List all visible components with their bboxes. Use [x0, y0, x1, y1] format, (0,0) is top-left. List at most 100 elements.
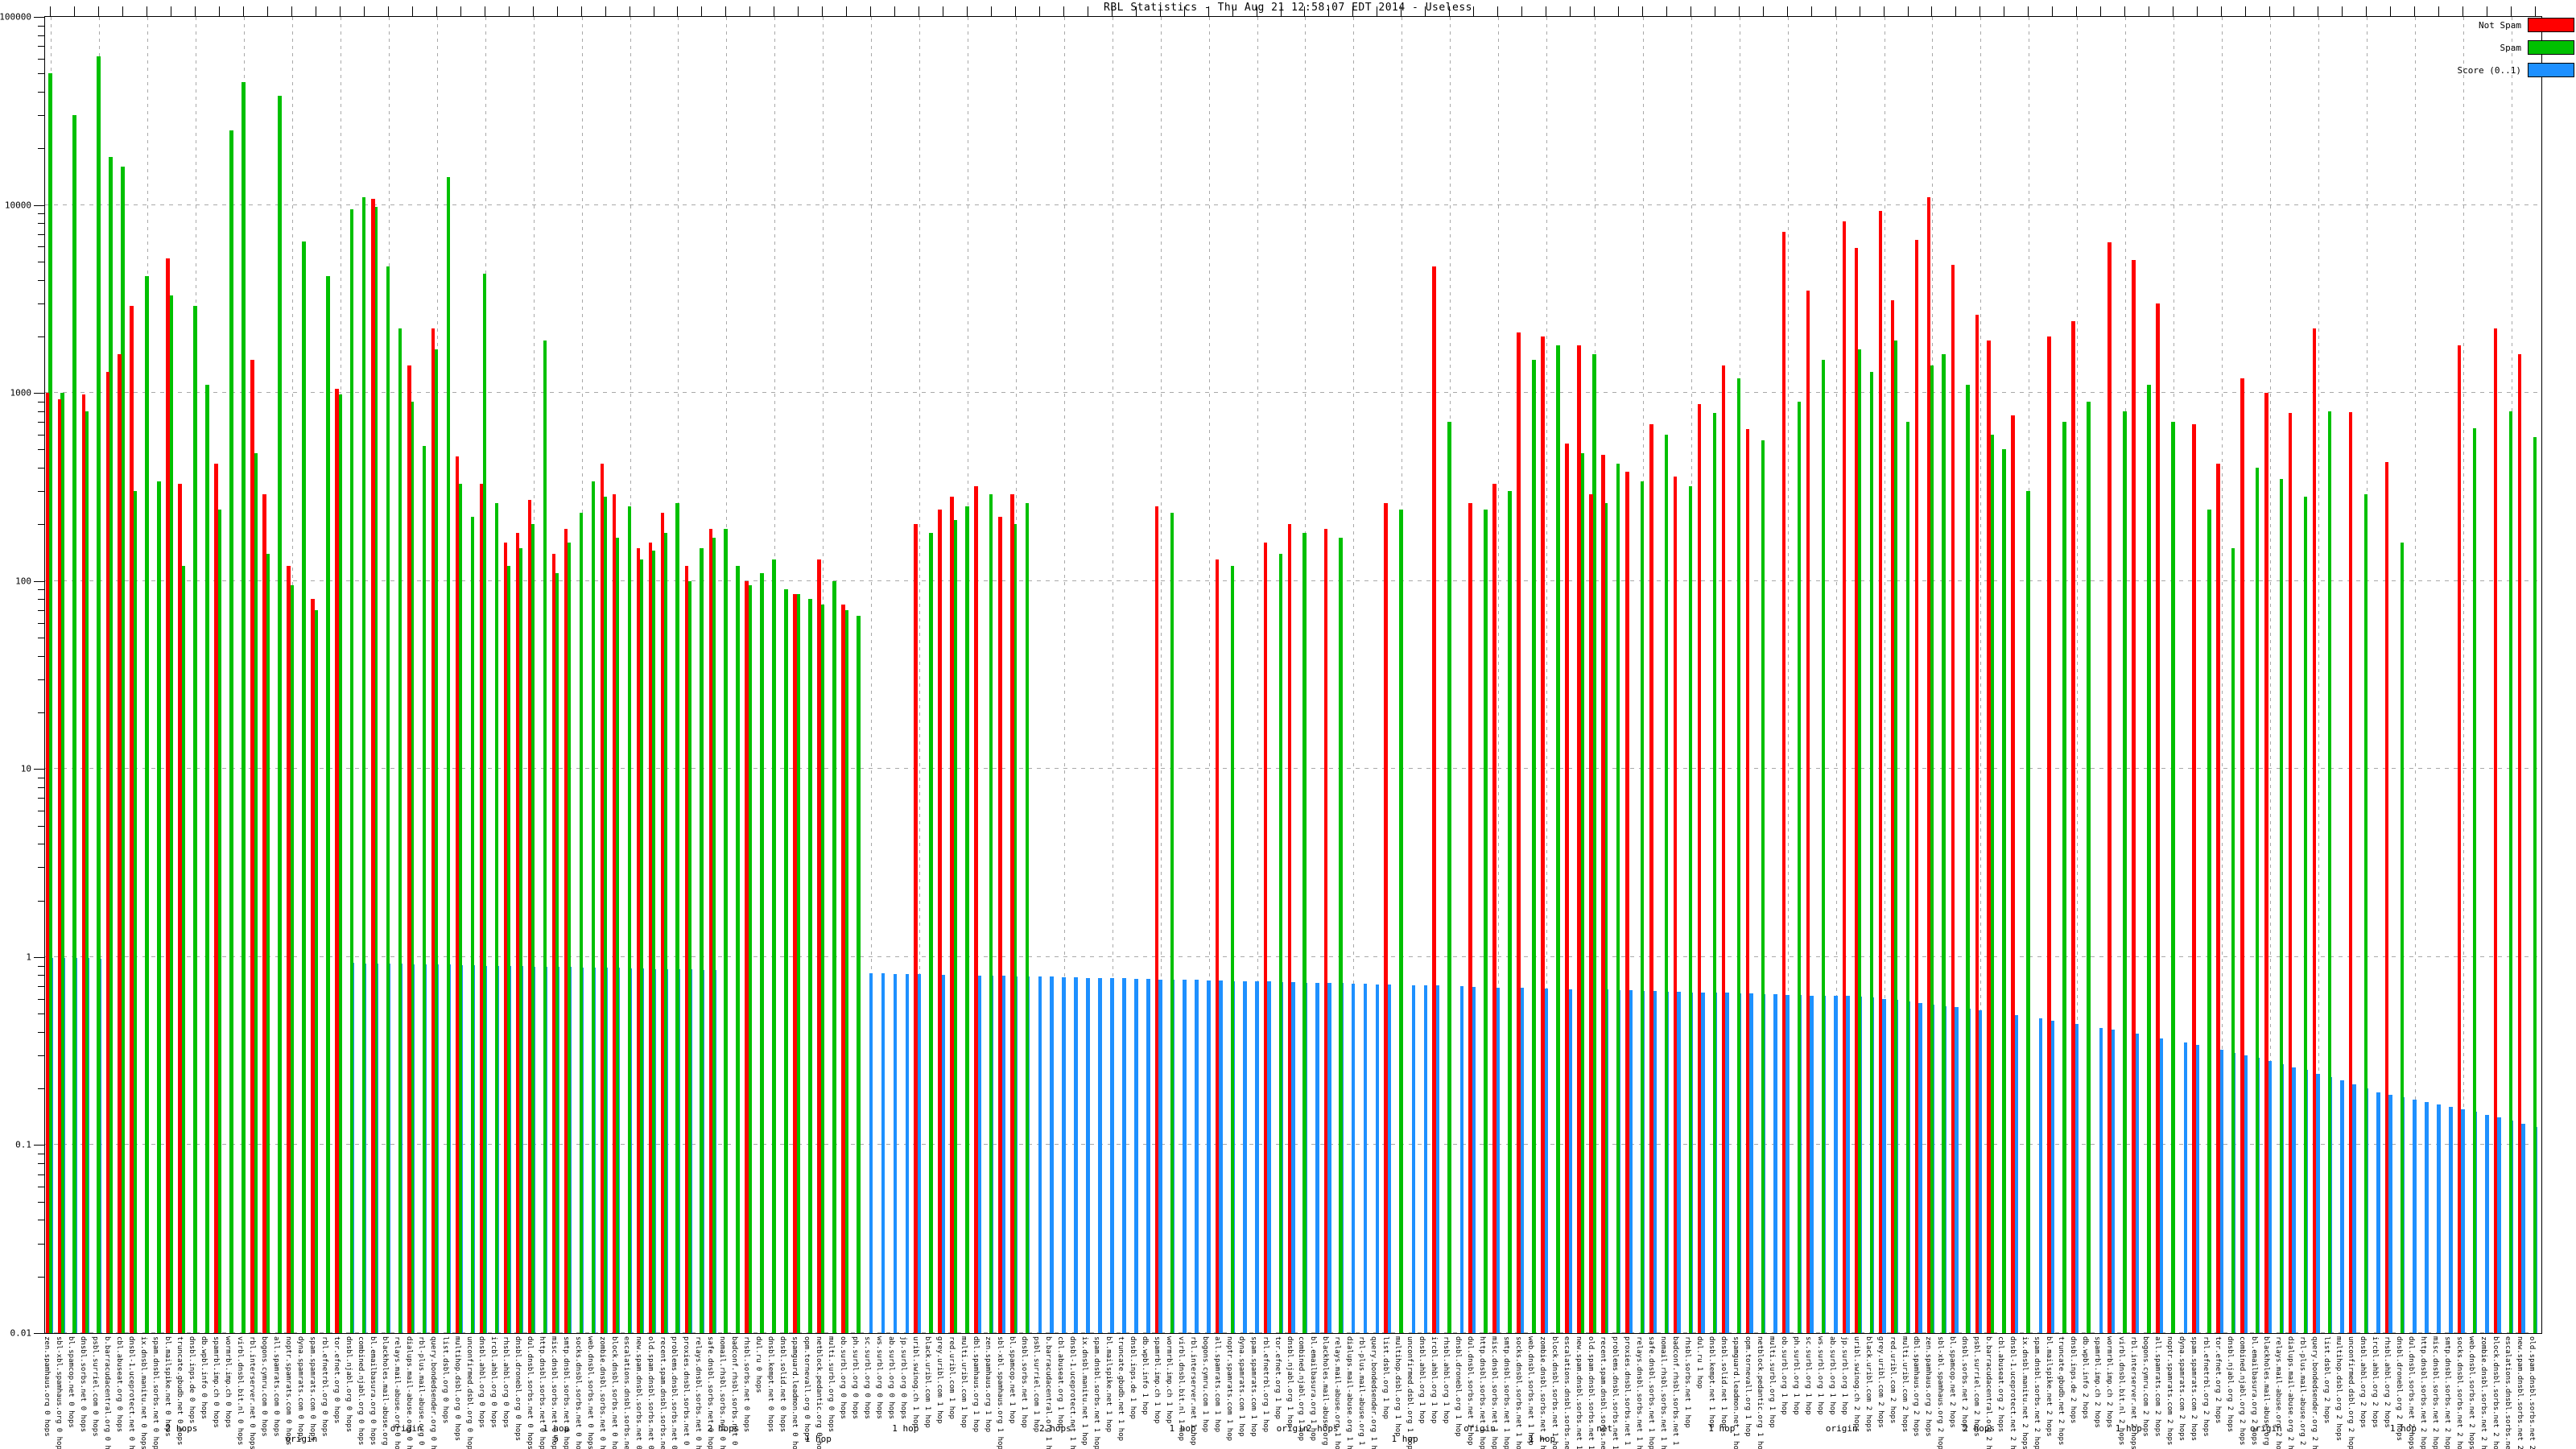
x-axis-group-label: 1 hop	[2115, 1423, 2142, 1434]
vertical-gridline	[1788, 17, 1789, 1333]
score-bar	[1086, 977, 1090, 1333]
spam-bar	[482, 274, 487, 1333]
score-bar	[2244, 1055, 2248, 1333]
spam-bar	[615, 537, 620, 1333]
not-spam-bar	[455, 456, 460, 1333]
x-axis-tick	[701, 6, 702, 16]
x-axis-tick	[725, 6, 726, 16]
not-spam-bar	[287, 566, 291, 1333]
x-axis-label: tor.efnet.org 1 hop	[1273, 1336, 1282, 1419]
x-axis-label: ph.surbl.org 1 hop	[1791, 1336, 1800, 1415]
score-bar	[1375, 984, 1380, 1333]
spam-bar	[361, 196, 366, 1333]
x-axis-tick	[1473, 6, 1474, 16]
legend-item-spam[interactable]: Spam	[2389, 40, 2574, 55]
spam-bar	[434, 349, 439, 1333]
not-spam-bar	[1263, 543, 1268, 1333]
spam-bar	[1616, 464, 1620, 1333]
not-spam-bar	[2457, 345, 2462, 1333]
legend-item-not-spam[interactable]: Not Spam	[2389, 18, 2574, 32]
x-axis-label: zen.spamhaus.org 0 hops	[44, 1336, 52, 1437]
score-bar	[1472, 986, 1476, 1333]
legend-label: Not Spam	[2479, 19, 2521, 31]
x-axis-tick	[1184, 6, 1185, 16]
spam-bar	[109, 156, 113, 1333]
spam-bar	[1604, 502, 1608, 1333]
spam-bar	[1556, 345, 1560, 1333]
not-spam-bar	[130, 306, 134, 1333]
y-axis-tick-label: 1	[26, 952, 31, 963]
x-axis-group-label: origin	[2250, 1423, 2282, 1434]
x-axis-label: db.wpbl.info 0 hops	[200, 1336, 208, 1419]
score-bar	[1629, 990, 1633, 1333]
horizontal-gridline	[45, 392, 2541, 394]
score-bar	[2316, 1073, 2320, 1333]
x-axis-label: ircbl.ahbl.org 1 hop	[1430, 1336, 1439, 1424]
spam-bar	[446, 177, 451, 1333]
legend-item-score-0-1[interactable]: Score (0..1)	[2389, 63, 2574, 77]
score-bar	[1496, 987, 1501, 1333]
x-axis-label: all.spamrats.com 2 hops	[2153, 1336, 2162, 1437]
x-axis-label: ob.surbl.org 1 hop	[1779, 1336, 1788, 1415]
spam-bar	[700, 547, 704, 1333]
x-axis-tick	[1594, 6, 1595, 16]
not-spam-bar	[600, 464, 605, 1333]
x-axis-label: ircbl.ahbl.org 2 hops	[2370, 1336, 2379, 1428]
vertical-gridline	[1257, 17, 1258, 1333]
x-axis-tick	[2366, 6, 2367, 16]
not-spam-bar	[914, 524, 918, 1333]
not-spam-bar	[684, 566, 689, 1333]
horizontal-gridline	[45, 768, 2541, 770]
y-axis-tick-label: 100	[15, 576, 31, 587]
spam-bar	[675, 502, 679, 1333]
spam-bar	[808, 599, 812, 1333]
not-spam-bar	[1589, 493, 1593, 1333]
x-axis-tick	[1208, 6, 1209, 16]
score-bar	[2268, 1061, 2273, 1333]
x-axis-group-label: net	[1596, 1423, 1613, 1434]
score-bar	[2074, 1024, 2079, 1333]
not-spam-bar	[1649, 424, 1653, 1333]
not-spam-bar	[1926, 196, 1931, 1333]
x-axis-tick	[1763, 6, 1764, 16]
x-axis-tick	[1328, 6, 1329, 16]
horizontal-gridline	[45, 580, 2541, 581]
x-axis-label: wormrbl.imp.ch 0 hops	[224, 1336, 233, 1428]
not-spam-bar	[745, 580, 749, 1333]
x-axis-label: multi.surbl.org 0 hops	[827, 1336, 836, 1433]
x-axis-tick	[291, 6, 292, 16]
x-axis-tick	[1618, 6, 1619, 16]
x-axis-tick	[388, 6, 389, 16]
x-axis-tick	[677, 6, 678, 16]
spam-bar	[181, 566, 185, 1333]
x-axis-group-label: 1 hop	[892, 1423, 919, 1434]
x-axis-label: list.dsbl.org 0 hops	[440, 1336, 449, 1424]
x-axis-label: rbl.efnetrbl.org 1 hop	[1261, 1336, 1269, 1433]
x-axis-label: spamrbl.imp.ch 0 hops	[212, 1336, 221, 1428]
score-bar	[1749, 993, 1753, 1333]
x-axis-tick	[2100, 6, 2101, 16]
score-bar	[1387, 984, 1392, 1333]
x-axis-group-label: 1 hop	[804, 1434, 832, 1444]
x-axis-label: db.wpbl.info 1 hop	[1140, 1336, 1149, 1415]
x-axis-tick	[1884, 6, 1885, 16]
x-axis-tick	[1690, 6, 1691, 16]
spam-bar	[1025, 502, 1030, 1333]
not-spam-bar	[503, 543, 508, 1333]
not-spam-bar	[2240, 378, 2244, 1333]
score-bar	[1459, 986, 1464, 1333]
x-axis-label: cbl.abuseat.org 0 hops	[115, 1336, 124, 1433]
x-axis-tick	[2438, 6, 2439, 16]
score-bar	[917, 974, 922, 1333]
score-bar	[1195, 980, 1199, 1333]
not-spam-bar	[2132, 259, 2136, 1333]
x-axis-label: spam.spamrats.com 1 hop	[1249, 1336, 1257, 1437]
y-axis-minor-tick	[38, 303, 44, 304]
x-axis-label: uribl.swinog.ch 2 hops	[1852, 1336, 1860, 1433]
x-axis-tick	[50, 6, 51, 16]
spam-bar	[2279, 478, 2284, 1333]
y-axis-tick-label: 100000	[0, 11, 31, 23]
score-bar	[1544, 988, 1549, 1333]
x-axis-tick	[822, 6, 823, 16]
spam-bar	[1302, 533, 1307, 1333]
